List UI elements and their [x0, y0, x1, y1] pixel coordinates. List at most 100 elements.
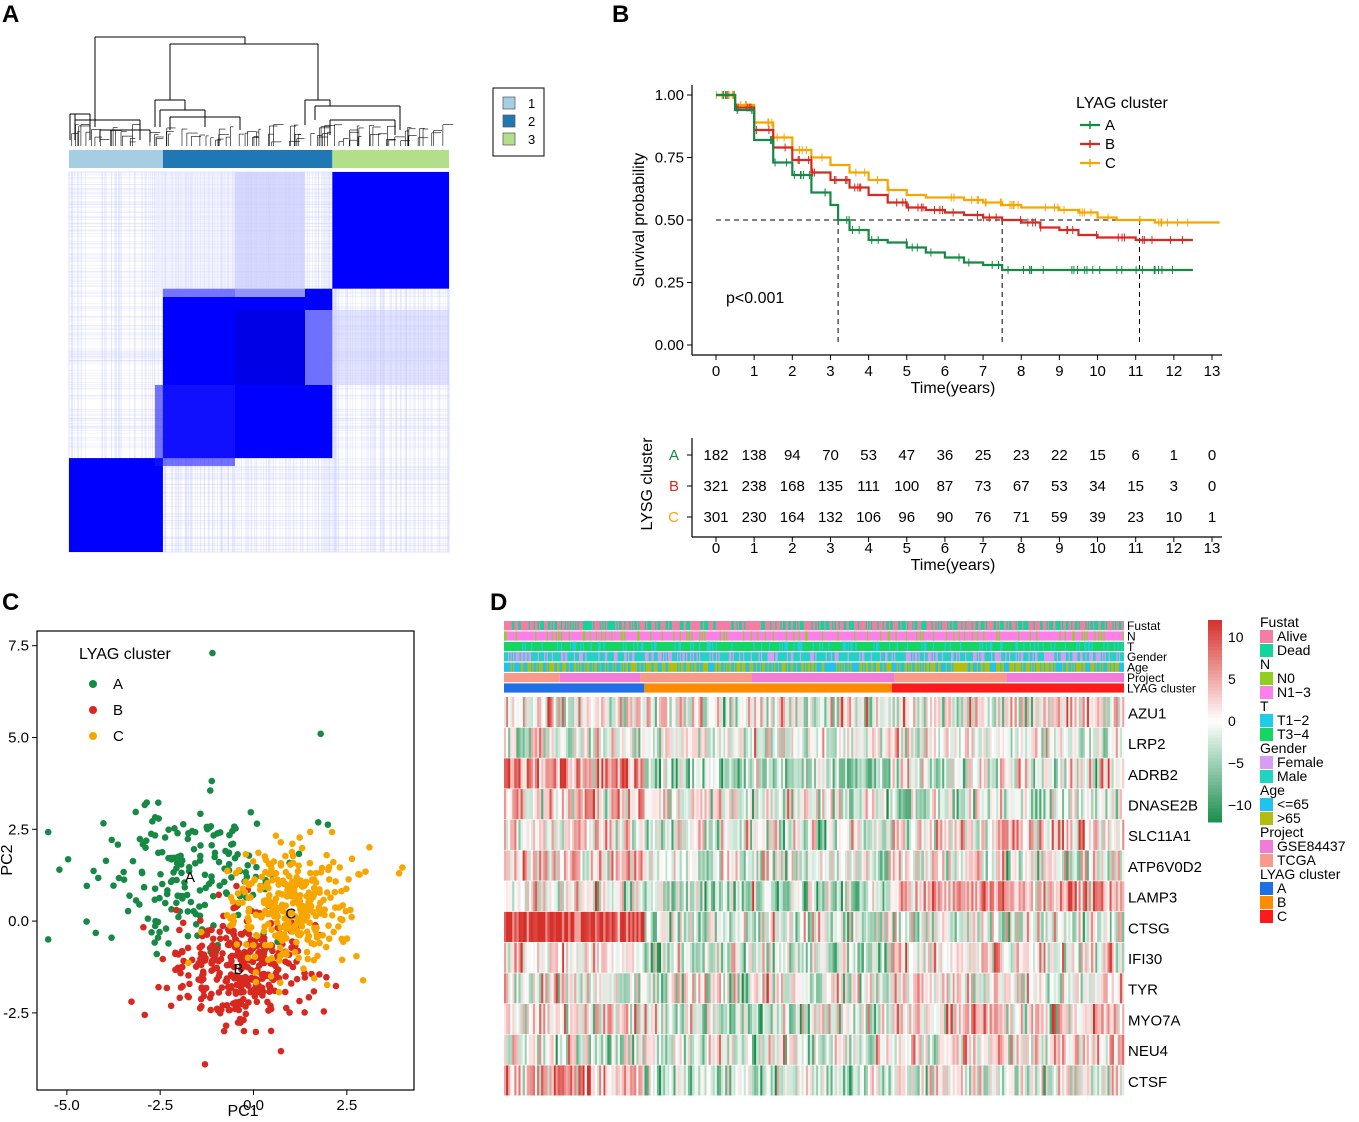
pca-point-B: [240, 1016, 247, 1024]
heatmap-cells: [578, 1034, 581, 1065]
heatmap-cells: [766, 1065, 769, 1096]
pca-point-C: [277, 860, 285, 867]
risk-table-x-tick-label: 2: [788, 540, 796, 557]
heatmap-cells: [993, 942, 997, 973]
heatmap-cells: [811, 1034, 815, 1065]
heatmap-cells: [1006, 942, 1009, 973]
heatmap-cells: [611, 697, 614, 728]
heatmap-cells: [1113, 697, 1117, 728]
colorbar-tick-label: −10: [1228, 797, 1252, 813]
heatmap-cells: [654, 727, 658, 758]
pca-point-C: [338, 956, 346, 964]
risk-table-x-tick-label: 12: [1166, 540, 1183, 557]
heatmap-cells: [935, 789, 939, 820]
heatmap-cells: [1024, 942, 1028, 973]
heatmap-cells: [840, 973, 844, 1004]
colorbar-step: [1208, 801, 1222, 806]
colorbar-step: [1208, 646, 1222, 651]
heatmap-cells: [725, 911, 728, 942]
heatmap-cells: [1101, 758, 1104, 789]
heatmap-cells: [520, 697, 523, 728]
heatmap-cells: [609, 1034, 612, 1065]
heatmap-cells: [927, 1034, 931, 1065]
heatmap-cells: [648, 819, 652, 850]
heatmap-cells: [832, 881, 835, 912]
heatmap-cells: [1086, 1065, 1090, 1096]
heatmap-cells: [1055, 758, 1059, 789]
heatmap-cells: [861, 758, 864, 789]
consensus-noise-row: [69, 544, 449, 546]
heatmap-cells: [1039, 881, 1042, 912]
heatmap-cells: [721, 819, 724, 850]
heatmap-cells: [1101, 789, 1104, 820]
heatmap-cells: [857, 1004, 860, 1035]
heatmap-cells: [741, 881, 745, 912]
heatmap-cells: [661, 1034, 664, 1065]
heatmap-cells: [1074, 942, 1077, 973]
consensus-noise-row: [69, 466, 449, 468]
heatmap-cells: [822, 881, 825, 912]
heatmap-cells: [902, 911, 906, 942]
heatmap-cells: [900, 789, 904, 820]
risk-table-cell: 3: [1170, 478, 1178, 495]
pca-point-outlier: [201, 1060, 209, 1068]
pca-point-C: [353, 952, 360, 960]
heatmap-cells: [776, 1065, 780, 1096]
heatmap-cells: [1020, 942, 1024, 973]
heatmap-cells: [917, 911, 920, 942]
consensus-noise-row: [69, 469, 449, 471]
heatmap-cells: [508, 727, 511, 758]
heatmap-cells: [708, 881, 711, 912]
heatmap-cells: [780, 1004, 784, 1035]
pca-point-B: [215, 891, 223, 899]
heatmap-cells: [574, 789, 577, 820]
heatmap-cells: [592, 881, 596, 912]
gene-label-SLC11A1: SLC11A1: [1128, 828, 1191, 845]
heatmap-cells: [973, 1065, 976, 1096]
heatmap-cells: [555, 973, 559, 1004]
heatmap-cells: [869, 1034, 873, 1065]
heatmap-cells: [642, 881, 645, 912]
heatmap-cells: [1121, 881, 1125, 912]
heatmap-cells: [646, 911, 649, 942]
heatmap-cells: [1047, 942, 1050, 973]
heatmap-cells: [541, 727, 544, 758]
heatmap-cells: [646, 850, 649, 881]
heatmap-cells: [977, 758, 980, 789]
heatmap-cells: [1072, 942, 1075, 973]
consensus-legend-swatch-2: [502, 114, 516, 128]
heatmap-cells: [971, 819, 974, 850]
heatmap-cells: [1000, 697, 1003, 728]
heatmap-cells: [1033, 850, 1036, 881]
heatmap-cells: [570, 1065, 573, 1096]
heatmap-cells: [621, 1065, 625, 1096]
heatmap-cells: [731, 758, 734, 789]
heatmap-cells: [865, 697, 869, 728]
pca-point-A: [228, 841, 235, 848]
heatmap-cells: [787, 727, 790, 758]
heatmap-cells: [735, 850, 738, 881]
heatmap-cells: [712, 727, 716, 758]
heatmap-cells: [532, 1065, 536, 1096]
pca-point-A: [142, 844, 149, 852]
pca-legend-dot-C: [89, 732, 97, 740]
heatmap-cells: [933, 911, 937, 942]
heatmap-cells: [859, 1034, 862, 1065]
heatmap-cells: [898, 850, 902, 881]
heatmap-cells: [535, 758, 538, 789]
risk-table-x-tick-label: 10: [1089, 540, 1106, 557]
pca-point-C: [249, 858, 257, 865]
pca-point-A: [154, 849, 162, 857]
heatmap-cells: [1117, 911, 1121, 942]
heatmap-cells: [603, 942, 606, 973]
heatmap-cells: [811, 697, 815, 728]
heatmap-cells: [1111, 789, 1114, 820]
colorbar-step: [1208, 734, 1222, 739]
heatmap-cells: [896, 850, 900, 881]
heatmap-cells: [694, 1004, 697, 1035]
consensus-noise-column: [120, 172, 122, 552]
heatmap-cells: [541, 819, 544, 850]
heatmap-cells: [582, 850, 585, 881]
heatmap-cells: [822, 727, 825, 758]
pca-point-C: [280, 931, 288, 938]
